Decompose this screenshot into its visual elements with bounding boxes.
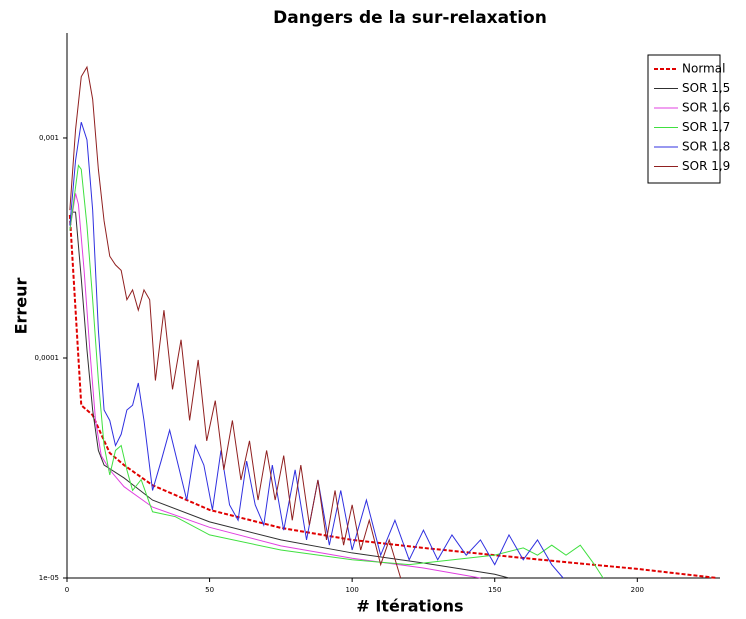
x-tick-label: 100 <box>345 586 358 594</box>
series-line <box>69 122 564 579</box>
chart-title: Dangers de la sur-relaxation <box>273 8 547 28</box>
series-line <box>69 211 510 579</box>
legend-label: SOR 1,5 <box>682 81 730 95</box>
y-tick-label: 0,001 <box>39 134 59 142</box>
legend-label: SOR 1,7 <box>682 120 730 134</box>
legend-label: SOR 1,8 <box>682 140 730 154</box>
legend-label: Normal <box>682 62 725 76</box>
x-tick-label: 0 <box>65 586 69 594</box>
x-tick-label: 150 <box>488 586 501 594</box>
legend-label: SOR 1,9 <box>682 159 730 173</box>
legend-label: SOR 1,6 <box>682 101 730 115</box>
series-line <box>69 65 402 579</box>
y-axis-label: Erreur <box>12 277 31 334</box>
plot-lines <box>68 65 718 579</box>
y-tick-label: 0,0001 <box>35 354 60 362</box>
legend-box <box>647 54 721 184</box>
y-tick-label: 1e-05 <box>39 574 59 582</box>
series-line <box>69 164 604 579</box>
x-axis-label: # Itérations <box>356 597 463 616</box>
x-tick-label: 50 <box>205 586 214 594</box>
series-line <box>69 193 481 579</box>
x-tick-label: 200 <box>631 586 644 594</box>
